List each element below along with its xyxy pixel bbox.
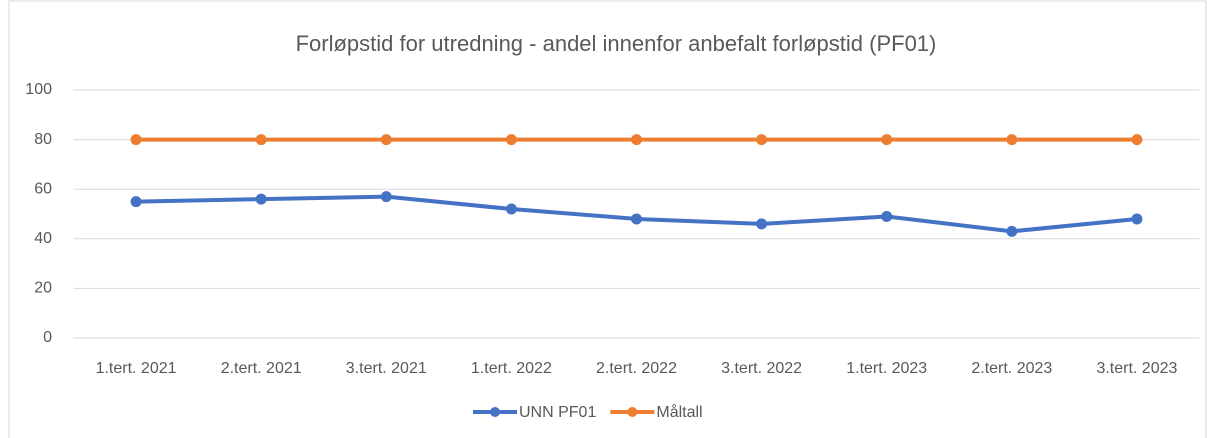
y-tick-label: 40 [34,230,52,247]
x-tick-label: 1.tert. 2023 [846,360,927,377]
data-point [255,193,267,205]
data-point [130,196,142,208]
legend-marker [490,407,500,417]
x-tick-label: 1.tert. 2022 [471,360,552,377]
x-tick-label: 1.tert. 2021 [96,360,177,377]
data-point [756,134,768,146]
data-point [631,134,642,146]
data-point [1131,213,1143,225]
data-point [380,134,392,146]
y-tick-label: 60 [34,180,52,197]
y-tick-label: 20 [34,280,52,297]
x-tick-label: 2.tert. 2021 [221,360,302,377]
legend-label: Måltall [656,403,702,421]
data-point [1006,225,1018,237]
legend-label: UNN PF01 [519,404,596,421]
x-tick-label: 3.tert. 2022 [721,360,802,377]
data-point [881,210,893,222]
y-tick-label: 0 [43,329,52,346]
chart-title: Forløpstid for utredning - andel innenfo… [296,31,937,56]
y-tick-label: 80 [34,131,52,148]
data-point [255,134,267,146]
data-point [1131,134,1143,146]
chart-border [8,0,1207,438]
x-tick-label: 2.tert. 2023 [971,360,1052,377]
data-point [881,134,893,146]
data-point [505,134,517,146]
x-tick-label: 3.tert. 2021 [346,360,427,377]
y-tick-label: 100 [25,81,52,98]
data-point [631,213,642,225]
data-point [1006,134,1018,146]
x-tick-label: 2.tert. 2022 [596,360,677,377]
data-point [505,203,517,215]
data-point [130,134,142,146]
data-point [756,218,768,230]
x-tick-label: 3.tert. 2023 [1096,360,1177,377]
legend-marker [627,407,638,417]
data-point [380,191,392,203]
